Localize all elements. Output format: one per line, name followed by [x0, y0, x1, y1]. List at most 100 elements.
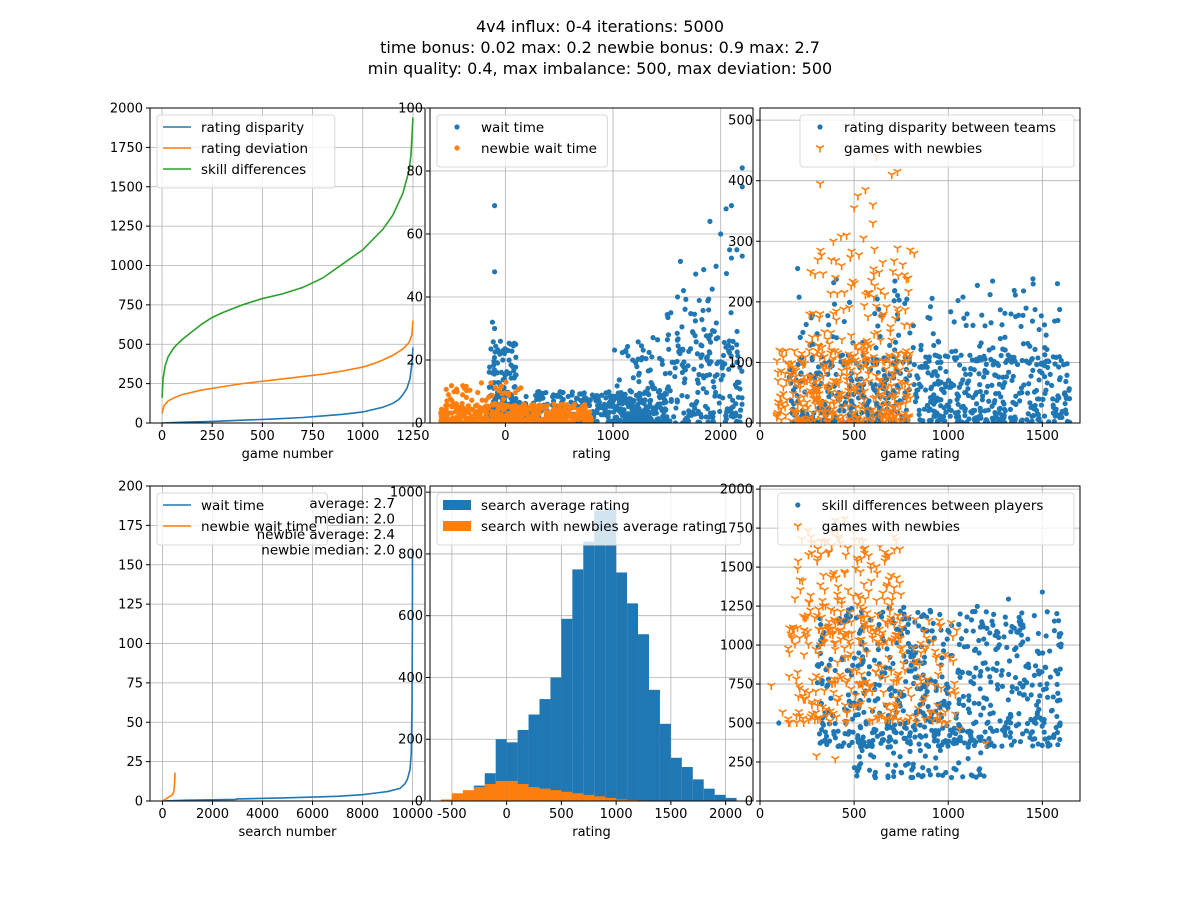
scatter-point [984, 417, 990, 423]
scatter-point [1037, 368, 1043, 374]
scatter-point [1052, 361, 1058, 367]
scatter-point [947, 413, 953, 419]
scatter-point [693, 339, 699, 345]
legend-label: games with newbies [844, 141, 982, 157]
scatter-point [856, 568, 865, 577]
scatter-point [973, 401, 980, 407]
scatter-point [1047, 371, 1053, 377]
scatter-point [916, 640, 925, 648]
scatter-point [815, 180, 825, 189]
scatter-point [907, 748, 913, 754]
scatter-point [1029, 413, 1035, 419]
scatter-point [916, 673, 925, 681]
scatter-point [941, 719, 951, 728]
scatter-point [938, 386, 945, 392]
scatter-point [506, 357, 512, 363]
scatter-point [443, 406, 449, 413]
scatter-point [625, 343, 631, 350]
scatter-point [1031, 613, 1037, 619]
scatter-point [460, 383, 466, 389]
scatter-point [946, 700, 952, 706]
scatter-point [846, 685, 856, 694]
scatter-point [882, 303, 891, 312]
scatter-point [483, 413, 489, 419]
legend-label: rating disparity between teams [844, 120, 1056, 136]
scatter-point [874, 296, 880, 302]
scatter-point [646, 392, 652, 398]
y-tick-label: 50 [126, 716, 143, 731]
scatter-point [1009, 742, 1015, 748]
series-0 [786, 265, 1073, 423]
scatter-point [991, 743, 997, 749]
scatter-point [982, 729, 988, 735]
scatter-point [828, 656, 834, 662]
scatter-point [470, 413, 476, 419]
scatter-point [920, 765, 926, 771]
scatter-point [779, 354, 788, 362]
scatter-point [1029, 318, 1036, 324]
scatter-point [1003, 621, 1009, 627]
scatter-point [802, 399, 812, 407]
scatter-point [833, 698, 842, 706]
scatter-point [855, 390, 865, 399]
scatter-point [934, 738, 941, 744]
y-tick-label: 100 [398, 102, 423, 117]
scatter-point [1028, 716, 1034, 723]
scatter-point [1019, 610, 1025, 616]
x-tick-label: 4000 [246, 807, 279, 822]
scatter-point [888, 591, 898, 599]
bar [670, 757, 682, 801]
y-tick-label: 25 [126, 755, 143, 770]
y-tick-label: 20 [406, 354, 423, 369]
bar [692, 779, 704, 801]
scatter-point [1051, 734, 1057, 740]
scatter-point [492, 325, 498, 332]
scatter-point [998, 352, 1004, 359]
scatter-point [892, 688, 898, 694]
scatter-point [989, 382, 995, 388]
scatter-point [795, 265, 801, 272]
scatter-point [961, 315, 967, 321]
scatter-point [533, 414, 540, 420]
scatter-point [922, 387, 929, 393]
scatter-point [636, 372, 642, 378]
scatter-point [894, 626, 900, 632]
scatter-point [852, 371, 862, 379]
scatter-point [498, 383, 505, 389]
scatter-point [866, 697, 872, 703]
scatter-point [616, 377, 622, 383]
suptitle-line-1: 4v4 influx: 0-4 iterations: 5000 [476, 17, 724, 36]
scatter-point [1016, 614, 1022, 620]
scatter-point [576, 407, 582, 413]
scatter-point [1020, 341, 1027, 347]
scatter-point [902, 300, 908, 307]
scatter-point [641, 400, 647, 407]
scatter-point [637, 409, 643, 415]
scatter-point [1021, 692, 1027, 698]
scatter-point [825, 682, 831, 688]
x-tick-label: 10000 [392, 807, 433, 822]
scatter-point [981, 374, 987, 380]
y-tick-label: 175 [118, 519, 143, 534]
legend-label: rating deviation [201, 141, 308, 157]
scatter-point [965, 670, 971, 676]
scatter-point [987, 630, 993, 636]
scatter-point [734, 349, 740, 355]
scatter-point [875, 673, 885, 681]
scatter-point [705, 419, 711, 423]
y-tick-label: 600 [398, 609, 423, 624]
scatter-point [467, 387, 473, 393]
scatter-point [905, 640, 912, 647]
scatter-point [794, 395, 804, 403]
scatter-point [790, 641, 800, 649]
scatter-point [863, 721, 869, 727]
scatter-point [846, 698, 852, 704]
scatter-point [516, 417, 522, 423]
scatter-point [1025, 411, 1031, 417]
scatter-point [899, 770, 905, 776]
scatter-point [1050, 354, 1056, 360]
legend-box [436, 114, 608, 168]
scatter-point [990, 345, 996, 351]
scatter-point [710, 418, 716, 423]
scatter-point [620, 397, 626, 403]
